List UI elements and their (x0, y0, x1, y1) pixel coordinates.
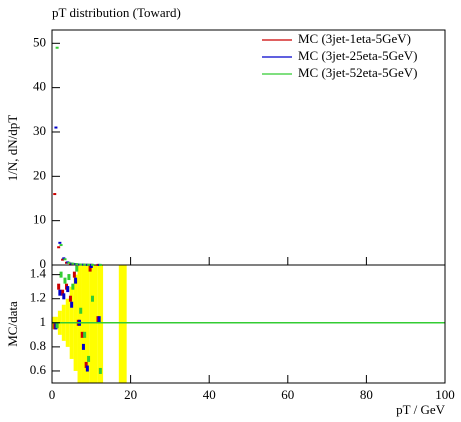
ratio-point (84, 361, 88, 368)
x-tick-label: 20 (124, 387, 137, 402)
ratio-point (87, 355, 91, 362)
ratio-point (71, 283, 75, 290)
ratio-frame (51, 264, 446, 384)
point (58, 241, 62, 244)
y-tick-label: 50 (33, 34, 46, 49)
point (67, 261, 71, 264)
point (54, 126, 58, 129)
uncertainty-band (118, 265, 127, 383)
ratio-point (80, 331, 84, 338)
uncertainty-band (89, 265, 98, 383)
point (55, 46, 59, 49)
y-tick-label: 20 (33, 167, 46, 182)
ratio-tick-label: 1.2 (30, 290, 46, 305)
ratio-point (68, 295, 72, 302)
ratio-point (81, 343, 85, 350)
ratio-point (59, 271, 63, 278)
ratio-point (91, 295, 94, 302)
point (59, 244, 63, 247)
ratio-group (52, 265, 445, 374)
ratio-point (79, 307, 83, 314)
ratio-point (70, 301, 74, 308)
x-tick-label: 60 (281, 387, 294, 402)
point (91, 263, 94, 266)
ratio-point (72, 271, 76, 278)
ratio-tick-label: 1 (40, 314, 47, 329)
point (98, 263, 102, 266)
uncertainty-band (81, 265, 90, 383)
ratio-tick-label: 0.8 (30, 338, 46, 353)
chart-title: pT distribution (Toward) (52, 5, 181, 20)
ratio-point (88, 265, 92, 272)
ratio-band-group (52, 265, 127, 383)
x-tick-label: 100 (435, 387, 455, 402)
ratio-point (67, 274, 71, 281)
y-tick-label: 10 (33, 212, 46, 227)
ratio-point (89, 265, 93, 268)
y-tick-label: 30 (33, 123, 46, 138)
point (79, 263, 83, 266)
point (75, 263, 79, 266)
legend-label: MC (3jet-52eta-5GeV) (298, 65, 418, 80)
point (83, 263, 87, 266)
ratio-point (62, 293, 66, 300)
ratio-point (61, 289, 65, 296)
ratio-point (98, 367, 102, 374)
ratio-point (58, 289, 62, 296)
point (63, 258, 67, 261)
x-tick-label: 0 (49, 387, 56, 402)
ratio-point (66, 286, 70, 293)
x-axis-label: pT / GeV (396, 402, 445, 417)
ratio-point (85, 365, 89, 372)
ratio-axis-label: MC/data (5, 301, 20, 347)
ratio-point (75, 265, 79, 272)
ratio-point (63, 277, 67, 284)
ratio-point (74, 277, 78, 284)
point (87, 263, 91, 266)
y-tick-label: 0 (40, 256, 47, 271)
y-axis-label: 1/N, dN/dpT (5, 115, 20, 182)
legend-label: MC (3jet-1eta-5GeV) (298, 31, 411, 46)
ratio-point (55, 322, 59, 329)
legend-label: MC (3jet-25eta-5GeV) (298, 48, 418, 63)
y-tick-label: 40 (33, 79, 46, 94)
x-tick-label: 40 (203, 387, 216, 402)
ratio-point (57, 283, 61, 290)
point (71, 262, 75, 265)
ratio-tick-label: 1.4 (30, 266, 47, 281)
ratio-tick-label: 0.6 (30, 362, 47, 377)
ratio-point (83, 331, 87, 338)
ratio-point (97, 316, 101, 323)
point (57, 246, 61, 249)
point (53, 193, 57, 196)
point (61, 258, 65, 261)
x-tick-label: 80 (360, 387, 373, 402)
uncertainty-band (97, 265, 104, 383)
